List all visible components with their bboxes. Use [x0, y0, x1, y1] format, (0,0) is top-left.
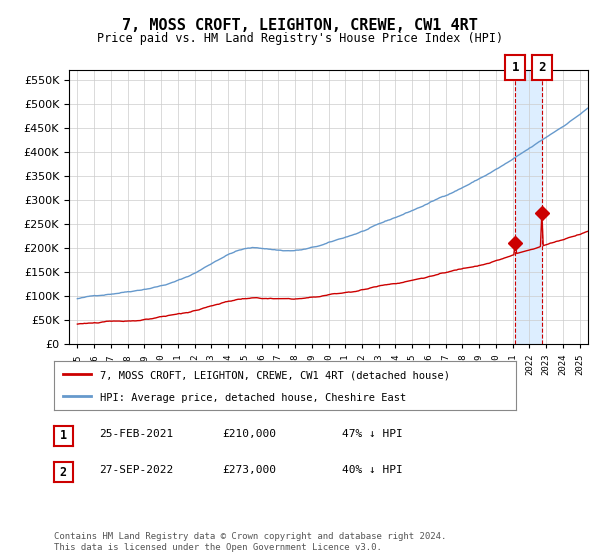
Text: 1: 1	[60, 429, 67, 442]
Text: 25-FEB-2021: 25-FEB-2021	[99, 429, 173, 439]
Bar	[515, 70, 542, 344]
Text: Price paid vs. HM Land Registry's House Price Index (HPI): Price paid vs. HM Land Registry's House …	[97, 32, 503, 45]
Text: 7, MOSS CROFT, LEIGHTON, CREWE, CW1 4RT: 7, MOSS CROFT, LEIGHTON, CREWE, CW1 4RT	[122, 18, 478, 33]
Text: 40% ↓ HPI: 40% ↓ HPI	[342, 465, 403, 475]
Text: 2: 2	[60, 465, 67, 479]
Text: HPI: Average price, detached house, Cheshire East: HPI: Average price, detached house, Ches…	[100, 393, 406, 403]
Text: 1: 1	[511, 60, 519, 74]
Text: £273,000: £273,000	[222, 465, 276, 475]
Text: £210,000: £210,000	[222, 429, 276, 439]
Text: Contains HM Land Registry data © Crown copyright and database right 2024.
This d: Contains HM Land Registry data © Crown c…	[54, 532, 446, 552]
Text: 7, MOSS CROFT, LEIGHTON, CREWE, CW1 4RT (detached house): 7, MOSS CROFT, LEIGHTON, CREWE, CW1 4RT …	[100, 370, 450, 380]
Text: 47% ↓ HPI: 47% ↓ HPI	[342, 429, 403, 439]
Text: 27-SEP-2022: 27-SEP-2022	[99, 465, 173, 475]
Text: 2: 2	[538, 60, 546, 74]
